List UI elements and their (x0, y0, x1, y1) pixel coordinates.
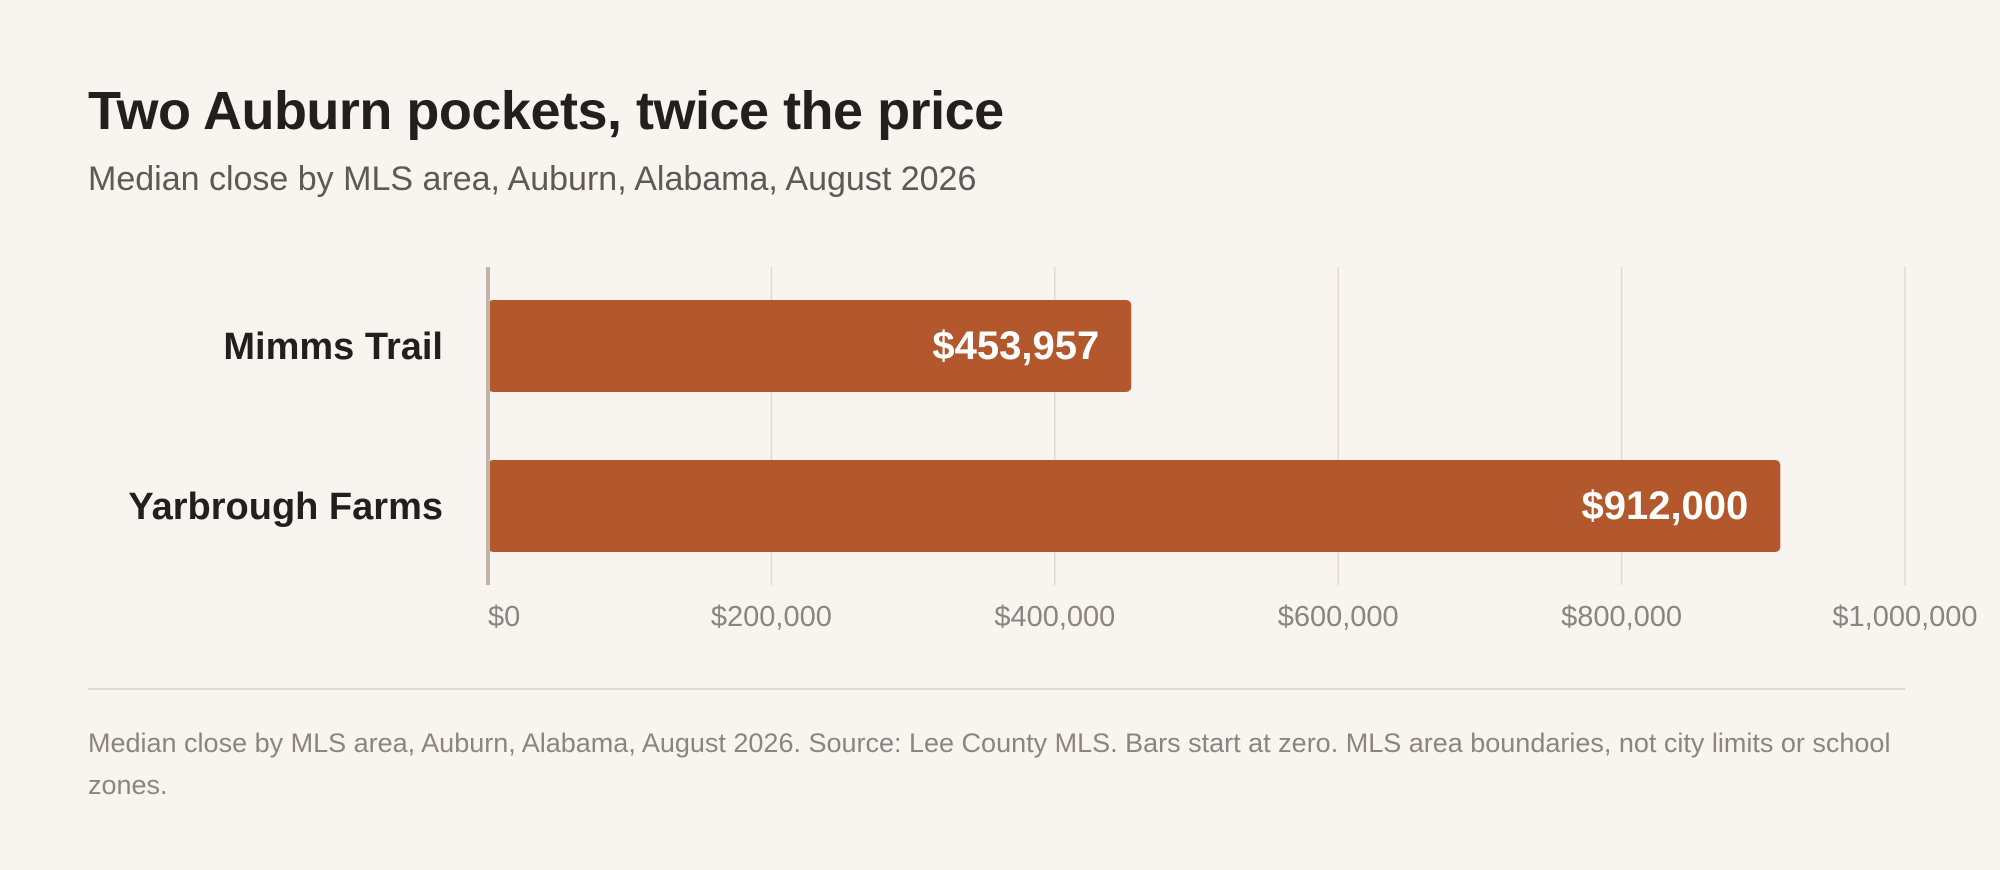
chart-subtitle: Median close by MLS area, Auburn, Alabam… (88, 160, 977, 198)
x-tick-label: $0 (488, 601, 520, 633)
bar (488, 460, 1781, 552)
x-tick-label: $600,000 (1278, 601, 1399, 633)
chart-title: Two Auburn pockets, twice the price (88, 81, 1004, 141)
x-tick-label: $200,000 (711, 601, 832, 633)
bar-value-label: $453,957 (932, 324, 1099, 368)
chart-footnote: Median close by MLS area, Auburn, Alabam… (88, 728, 1891, 800)
x-tick-label: $1,000,000 (1832, 601, 1977, 633)
divider (88, 688, 1905, 690)
x-tick-label: $400,000 (994, 601, 1115, 633)
x-tick-label: $800,000 (1561, 601, 1682, 633)
category-label: Mimms Trail (223, 326, 443, 368)
bar (488, 300, 1132, 392)
category-label: Yarbrough Farms (128, 486, 443, 528)
bar-value-label: $912,000 (1581, 484, 1748, 528)
